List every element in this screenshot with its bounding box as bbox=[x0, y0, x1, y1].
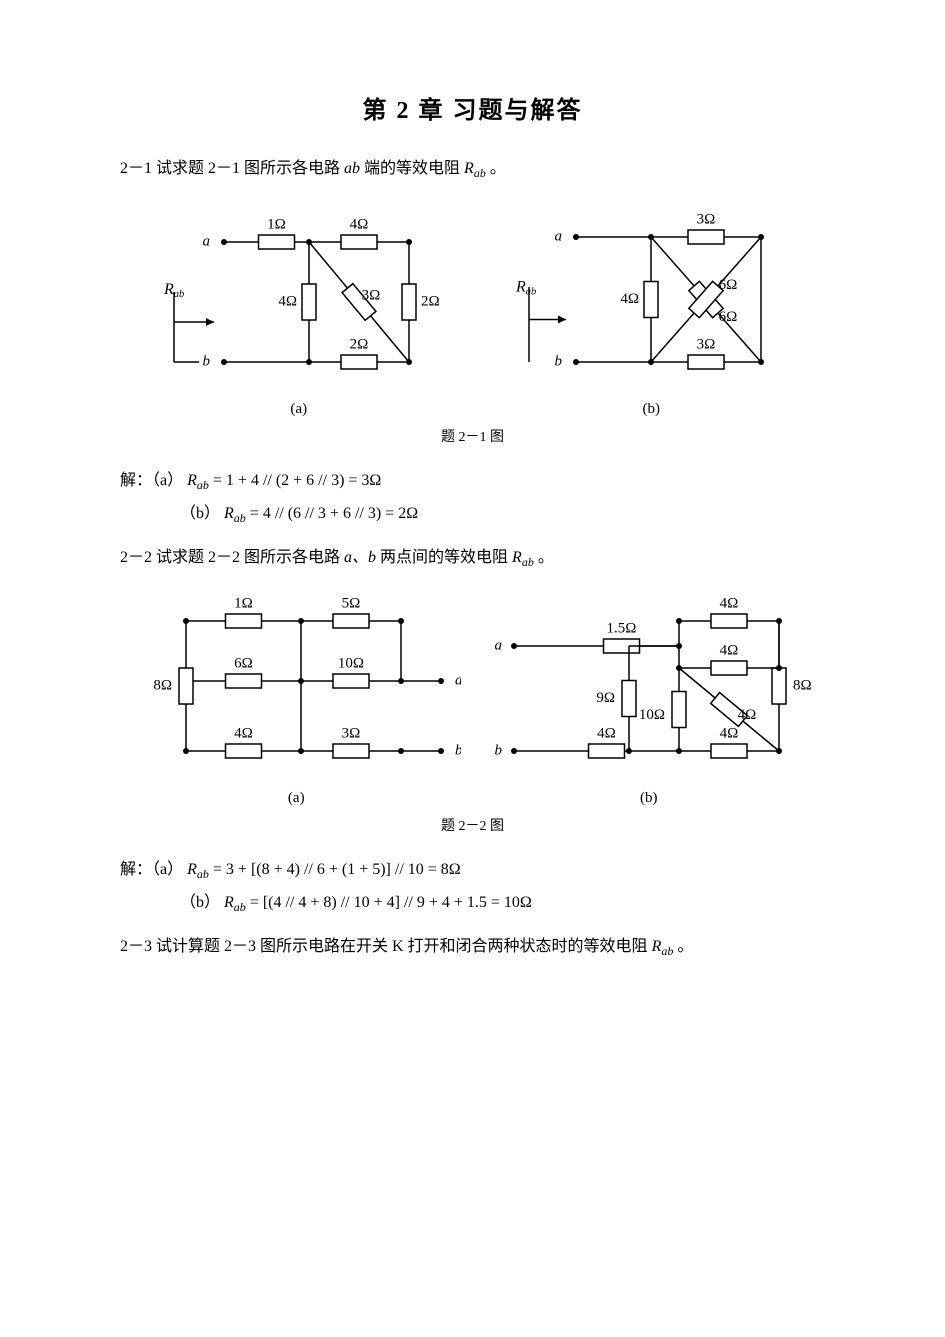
svg-text:10Ω: 10Ω bbox=[639, 707, 665, 723]
p1-rab-sub: ab bbox=[474, 166, 486, 180]
circuit-2-1b: ab3Ω3Ω4Ω6Ω6ΩRab bbox=[501, 197, 801, 397]
circuit-2-1a: ab1Ω4Ω4Ω2Ω3Ω2ΩRab bbox=[144, 197, 454, 397]
sol-2-2a: 解：（a） Rab = 3 + [(8 + 4) // 6 + (1 + 5)]… bbox=[120, 855, 825, 882]
sol-2-1a: 解：（a） Rab = 1 + 4 // (2 + 6 // 3) = 3Ω bbox=[120, 466, 825, 493]
page-title: 第 2 章 习题与解答 bbox=[120, 90, 825, 125]
svg-text:4Ω: 4Ω bbox=[719, 725, 738, 741]
p2-rab-sub: ab bbox=[522, 555, 534, 569]
svg-text:1Ω: 1Ω bbox=[234, 595, 253, 611]
svg-text:8Ω: 8Ω bbox=[154, 677, 173, 693]
fig-2-1-row: ab1Ω4Ω4Ω2Ω3Ω2ΩRab (a) ab3Ω3Ω4Ω6Ω6ΩRab (b… bbox=[120, 197, 825, 418]
problem-2-1-text: 2－1 试求题 2－1 图所示各电路 ab 端的等效电阻 Rab 。 bbox=[120, 155, 825, 185]
p2-end: 。 bbox=[534, 549, 554, 566]
svg-text:3Ω: 3Ω bbox=[342, 725, 361, 741]
problem-2-2-text: 2－2 试求题 2－2 图所示各电路 a、b 两点间的等效电阻 Rab 。 bbox=[120, 544, 825, 574]
svg-text:4Ω: 4Ω bbox=[349, 216, 368, 232]
svg-text:6Ω: 6Ω bbox=[234, 655, 253, 671]
p1-prefix: 2－1 试求题 2－1 图所示各电路 bbox=[120, 160, 344, 177]
svg-text:5Ω: 5Ω bbox=[342, 595, 361, 611]
p2-rab: R bbox=[512, 549, 522, 566]
svg-text:a: a bbox=[555, 228, 563, 244]
svg-text:a: a bbox=[455, 672, 461, 688]
fig-2-1a-caption: (a) bbox=[290, 401, 307, 418]
sol-2-2b-label: （b） bbox=[180, 894, 220, 911]
svg-text:4Ω: 4Ω bbox=[719, 595, 738, 611]
svg-text:b: b bbox=[202, 353, 210, 369]
svg-text:8Ω: 8Ω bbox=[793, 677, 812, 693]
p3-text: 2－3 试计算题 2－3 图所示电路在开关 K 打开和闭合两种状态时的等效电阻 bbox=[120, 938, 652, 955]
svg-text:4Ω: 4Ω bbox=[621, 291, 640, 307]
svg-text:4Ω: 4Ω bbox=[719, 642, 738, 658]
svg-text:1Ω: 1Ω bbox=[267, 216, 286, 232]
fig-2-2a-col: 1Ω 5Ω 6Ω 10Ω a 8Ω 4Ω 3Ω b (a) bbox=[131, 586, 461, 807]
fig-2-2-caption: 题 2－2 图 bbox=[120, 815, 825, 835]
svg-text:a: a bbox=[202, 233, 210, 249]
sol-2-1b-label: （b） bbox=[180, 505, 220, 522]
svg-text:4Ω: 4Ω bbox=[234, 725, 253, 741]
circuit-2-2b: a 1.5Ω 4Ω 8Ω 4Ω 9Ω 10Ω 4Ω 4Ω b 4Ω bbox=[484, 586, 814, 786]
fig-2-1-caption: 题 2－1 图 bbox=[120, 426, 825, 446]
fig-2-2b-col: a 1.5Ω 4Ω 8Ω 4Ω 9Ω 10Ω 4Ω 4Ω b 4Ω (b) bbox=[484, 586, 814, 807]
p3-rab-sub: ab bbox=[661, 945, 673, 959]
problem-2-3-text: 2－3 试计算题 2－3 图所示电路在开关 K 打开和闭合两种状态时的等效电阻 … bbox=[120, 933, 825, 963]
fig-2-2b-caption: (b) bbox=[640, 790, 658, 807]
svg-text:b: b bbox=[455, 742, 461, 758]
p2-prefix: 2－2 试求题 2－2 图所示各电路 bbox=[120, 549, 344, 566]
fig-2-1b-caption: (b) bbox=[643, 401, 661, 418]
svg-text:2Ω: 2Ω bbox=[421, 293, 440, 309]
svg-text:Rab: Rab bbox=[515, 278, 536, 298]
p2-suffix: 两点间的等效电阻 bbox=[376, 549, 512, 566]
svg-text:10Ω: 10Ω bbox=[338, 655, 364, 671]
svg-text:4Ω: 4Ω bbox=[737, 707, 756, 723]
fig-2-2a-caption: (a) bbox=[288, 790, 305, 807]
svg-text:3Ω: 3Ω bbox=[361, 287, 380, 303]
circuit-2-2a: 1Ω 5Ω 6Ω 10Ω a 8Ω 4Ω 3Ω b bbox=[131, 586, 461, 786]
svg-text:b: b bbox=[494, 742, 502, 758]
svg-text:4Ω: 4Ω bbox=[278, 293, 297, 309]
p1-end: 。 bbox=[486, 160, 506, 177]
fig-2-1a-col: ab1Ω4Ω4Ω2Ω3Ω2ΩRab (a) bbox=[144, 197, 454, 418]
svg-text:b: b bbox=[555, 353, 563, 369]
svg-text:9Ω: 9Ω bbox=[596, 690, 615, 706]
svg-text:4Ω: 4Ω bbox=[597, 725, 616, 741]
svg-text:a: a bbox=[494, 637, 502, 653]
svg-text:1.5Ω: 1.5Ω bbox=[606, 620, 636, 636]
sol-2-2a-label: 解：（a） bbox=[120, 861, 183, 878]
svg-text:3Ω: 3Ω bbox=[697, 211, 716, 227]
p1-ab: ab bbox=[344, 160, 360, 177]
sol-2-2b: （b） Rab = [(4 // 4 + 8) // 10 + 4] // 9 … bbox=[180, 888, 825, 915]
svg-text:6Ω: 6Ω bbox=[719, 309, 738, 325]
p1-suffix: 端的等效电阻 bbox=[360, 160, 464, 177]
sol-2-1b: （b） Rab = 4 // (6 // 3 + 6 // 3) = 2Ω bbox=[180, 499, 825, 526]
p1-rab: R bbox=[464, 160, 474, 177]
svg-text:2Ω: 2Ω bbox=[349, 336, 368, 352]
p3-end: 。 bbox=[673, 938, 693, 955]
p2-ab: a、b bbox=[344, 549, 376, 566]
p3-rab: R bbox=[652, 938, 662, 955]
sol-2-1a-label: 解：（a） bbox=[120, 472, 183, 489]
svg-text:3Ω: 3Ω bbox=[697, 336, 716, 352]
fig-2-1b-col: ab3Ω3Ω4Ω6Ω6ΩRab (b) bbox=[501, 197, 801, 418]
page: 第 2 章 习题与解答 2－1 试求题 2－1 图所示各电路 ab 端的等效电阻… bbox=[0, 0, 945, 1035]
fig-2-2-row: 1Ω 5Ω 6Ω 10Ω a 8Ω 4Ω 3Ω b (a) a 1.5Ω 4Ω 8Ω 4Ω 9Ω 10Ω 4Ω… bbox=[120, 586, 825, 807]
